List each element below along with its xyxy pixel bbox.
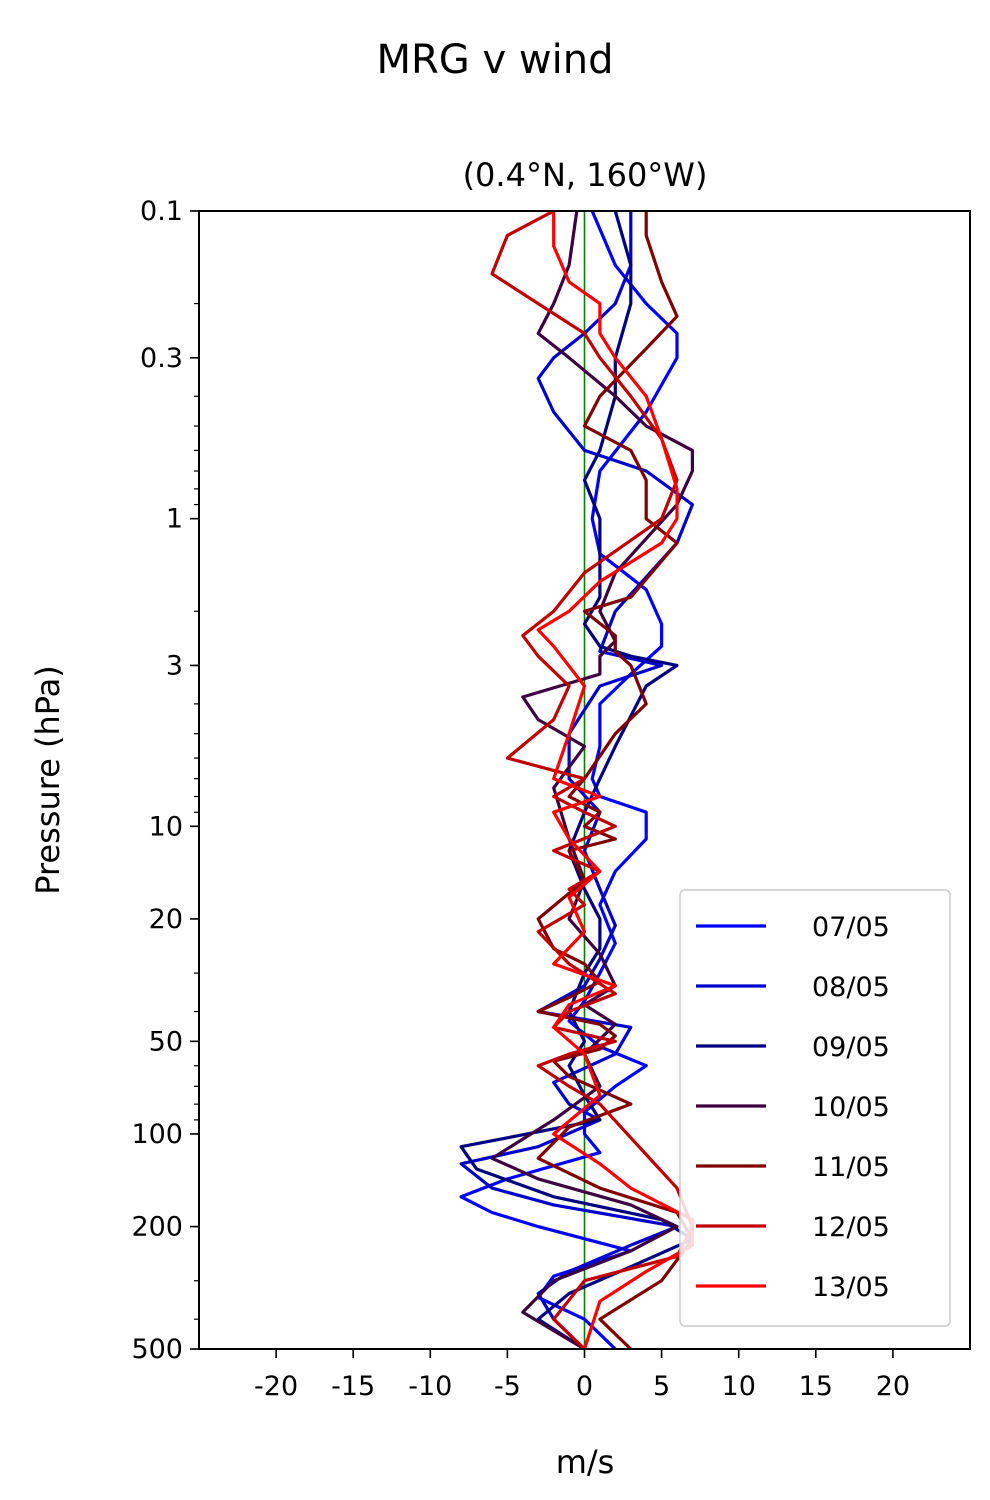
series-line-7	[536, 211, 695, 1349]
y-tick-label: 100	[131, 1119, 183, 1150]
series-line-6	[490, 211, 695, 1349]
series-line-2	[459, 211, 695, 1349]
legend-label: 12/05	[812, 1212, 890, 1243]
y-axis-label: Pressure (hPa)	[29, 665, 67, 895]
x-tick-label: -20	[254, 1371, 298, 1402]
x-tick-label: -10	[408, 1371, 452, 1402]
y-tick-label: 0.1	[140, 196, 183, 227]
y-tick-label: 200	[131, 1212, 183, 1243]
y-tick-label: 3	[166, 650, 183, 681]
legend-label: 09/05	[812, 1032, 890, 1063]
legend-box	[679, 889, 951, 1327]
legend-label: 08/05	[812, 972, 890, 1003]
y-tick-label: 0.3	[140, 343, 183, 374]
x-tick-label: 5	[653, 1371, 670, 1402]
x-axis-label: m/s	[556, 1443, 615, 1481]
x-tick-label: 10	[722, 1371, 756, 1402]
x-tick-label: 0	[576, 1371, 593, 1402]
series-line-4	[490, 211, 695, 1349]
figure-title: MRG v wind	[377, 37, 614, 83]
axes-title: (0.4°N, 160°W)	[463, 156, 708, 194]
x-tick-label: 20	[876, 1371, 910, 1402]
legend-label: 10/05	[812, 1092, 890, 1123]
x-tick-label: -5	[494, 1371, 521, 1402]
x-tick-label: 15	[799, 1371, 833, 1402]
y-tick-label: 20	[149, 904, 183, 935]
y-tick-label: 10	[149, 811, 183, 842]
legend-label: 11/05	[812, 1152, 890, 1183]
plot-frame	[198, 210, 971, 1350]
series-line-5	[536, 211, 695, 1349]
x-tick-label: -15	[331, 1371, 375, 1402]
y-tick-label: 1	[166, 504, 183, 535]
y-tick-label: 50	[149, 1026, 183, 1057]
legend-label: 07/05	[812, 912, 890, 943]
series-line-1	[459, 211, 679, 1349]
legend-label: 13/05	[812, 1272, 890, 1303]
y-tick-label: 500	[131, 1334, 183, 1365]
